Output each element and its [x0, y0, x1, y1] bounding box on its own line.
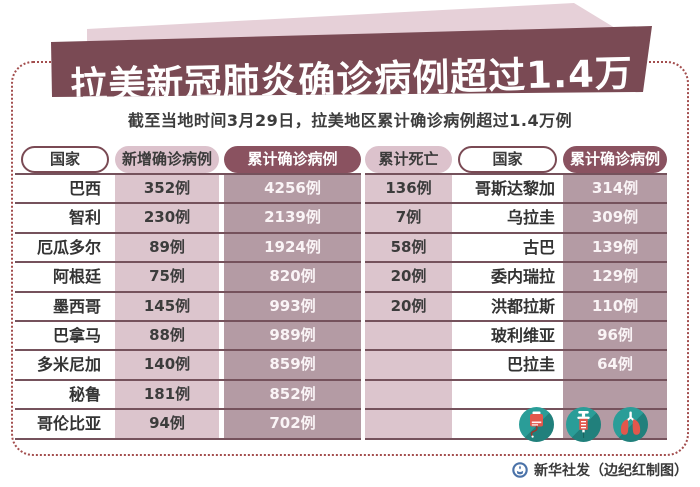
total-cases-cell: 859例: [224, 351, 361, 379]
deaths-cell: [365, 321, 452, 350]
total-cases-cell: 1924例: [224, 233, 361, 262]
table-row: 巴拉圭 64例: [365, 351, 667, 381]
new-cases-cell: 230例: [115, 204, 219, 232]
deaths-cell: 136例: [365, 175, 452, 203]
new-cases-cell: 88例: [115, 321, 219, 350]
total-cases-cell: 993例: [224, 292, 361, 320]
table-row: 哥伦比亚 94例 702例: [15, 410, 361, 440]
country-cell: 厄瓜多尔: [15, 233, 115, 262]
left-table: 巴西 352例 4256例 智利 230例 2139例 厄瓜多尔 89例 192…: [15, 173, 361, 440]
table-row: 58例 古巴 139例: [365, 233, 667, 264]
table-row: 20例 洪都拉斯 110例: [365, 292, 667, 322]
medical-icons: [519, 407, 648, 442]
header-total-confirmed-left: 累计确诊病例: [224, 146, 361, 173]
deaths-cell: [365, 380, 452, 409]
table-row: 20例 委内瑞拉 129例: [365, 263, 667, 293]
new-cases-cell: 75例: [115, 263, 219, 291]
table-row: 阿根廷 75例 820例: [15, 263, 361, 293]
new-cases-cell: 140例: [115, 351, 219, 379]
country-cell: 墨西哥: [15, 292, 115, 320]
table-row: 智利 230例 2139例: [15, 204, 361, 234]
table-row: [365, 380, 667, 411]
country-cell: 秘鲁: [15, 380, 115, 409]
table-row: 秘鲁 181例 852例: [15, 380, 361, 411]
deaths-cell: 58例: [365, 233, 452, 262]
country-cell: 智利: [15, 204, 115, 232]
new-cases-cell: 94例: [115, 410, 219, 438]
iv-bag-icon: [519, 407, 554, 442]
deaths-cell: 20例: [365, 263, 452, 291]
country-cell: 多米尼加: [15, 351, 115, 379]
country-cell: 巴西: [15, 175, 115, 203]
table-row: 多米尼加 140例 859例: [15, 351, 361, 381]
total-cases-cell: 64例: [563, 351, 667, 379]
new-cases-cell: 352例: [115, 175, 219, 203]
total-cases-cell: 129例: [563, 263, 667, 291]
new-cases-cell: 89例: [115, 233, 219, 262]
header-country-right: 国家: [458, 146, 557, 173]
header-total-deaths: 累计死亡: [365, 146, 452, 173]
credit-text: 新华社发（边纪红制图）: [534, 463, 688, 479]
country-cell: 洪都拉斯: [452, 292, 563, 320]
new-cases-cell: 145例: [115, 292, 219, 320]
country-cell: 阿根廷: [15, 263, 115, 291]
total-cases-cell: 309例: [563, 204, 667, 232]
xinhua-logo: [511, 461, 529, 479]
table-row: 巴西 352例 4256例: [15, 175, 361, 205]
table-row: 136例 哥斯达黎加 314例: [365, 175, 667, 205]
header-new-confirmed: 新增确诊病例: [115, 146, 219, 173]
country-cell: 哥伦比亚: [15, 410, 115, 438]
table-row: 玻利维亚 96例: [365, 321, 667, 352]
table-header-right: 累计死亡 国家 累计确诊病例: [365, 146, 667, 173]
table-row: 厄瓜多尔 89例 1924例: [15, 233, 361, 264]
country-cell: 巴拿马: [15, 321, 115, 350]
total-cases-cell: 110例: [563, 292, 667, 320]
total-cases-cell: 820例: [224, 263, 361, 291]
table-header-left: 国家 新增确诊病例 累计确诊病例: [15, 146, 361, 173]
right-table: 136例 哥斯达黎加 314例 7例 乌拉圭 309例 58例 古巴 139例 …: [365, 173, 667, 440]
credit-line: 新华社发（边纪红制图）: [511, 460, 688, 480]
total-cases-cell: 989例: [224, 321, 361, 350]
total-cases-cell: 2139例: [224, 204, 361, 232]
subtitle: 截至当地时间3月29日，拉美地区累计确诊病例超过1.4万例: [127, 111, 573, 130]
new-cases-cell: 181例: [115, 380, 219, 409]
deaths-cell: [365, 410, 452, 438]
deaths-cell: [365, 351, 452, 379]
total-cases-cell: [563, 380, 667, 409]
table-row: 7例 乌拉圭 309例: [365, 204, 667, 234]
total-cases-cell: 702例: [224, 410, 361, 438]
total-cases-cell: 4256例: [224, 175, 361, 203]
country-cell: [452, 380, 563, 409]
header-country-left: 国家: [21, 146, 109, 173]
total-cases-cell: 139例: [563, 233, 667, 262]
total-cases-cell: 314例: [563, 175, 667, 203]
country-cell: 古巴: [452, 233, 563, 262]
country-cell: 乌拉圭: [452, 204, 563, 232]
table-row: 墨西哥 145例 993例: [15, 292, 361, 322]
deaths-cell: 7例: [365, 204, 452, 232]
country-cell: 玻利维亚: [452, 321, 563, 350]
syringe-icon: [566, 407, 601, 442]
deaths-cell: 20例: [365, 292, 452, 320]
country-cell: 委内瑞拉: [452, 263, 563, 291]
country-cell: 哥斯达黎加: [452, 175, 563, 203]
total-cases-cell: 96例: [563, 321, 667, 350]
country-cell: 巴拉圭: [452, 351, 563, 379]
total-cases-cell: 852例: [224, 380, 361, 409]
header-total-confirmed-right: 累计确诊病例: [563, 146, 667, 173]
table-row: 巴拿马 88例 989例: [15, 321, 361, 352]
lungs-icon: [613, 407, 648, 442]
